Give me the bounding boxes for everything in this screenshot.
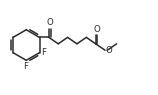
Text: F: F: [23, 62, 28, 71]
Text: O: O: [106, 46, 113, 55]
Text: F: F: [41, 48, 46, 57]
Text: O: O: [93, 25, 100, 34]
Text: O: O: [46, 18, 53, 27]
